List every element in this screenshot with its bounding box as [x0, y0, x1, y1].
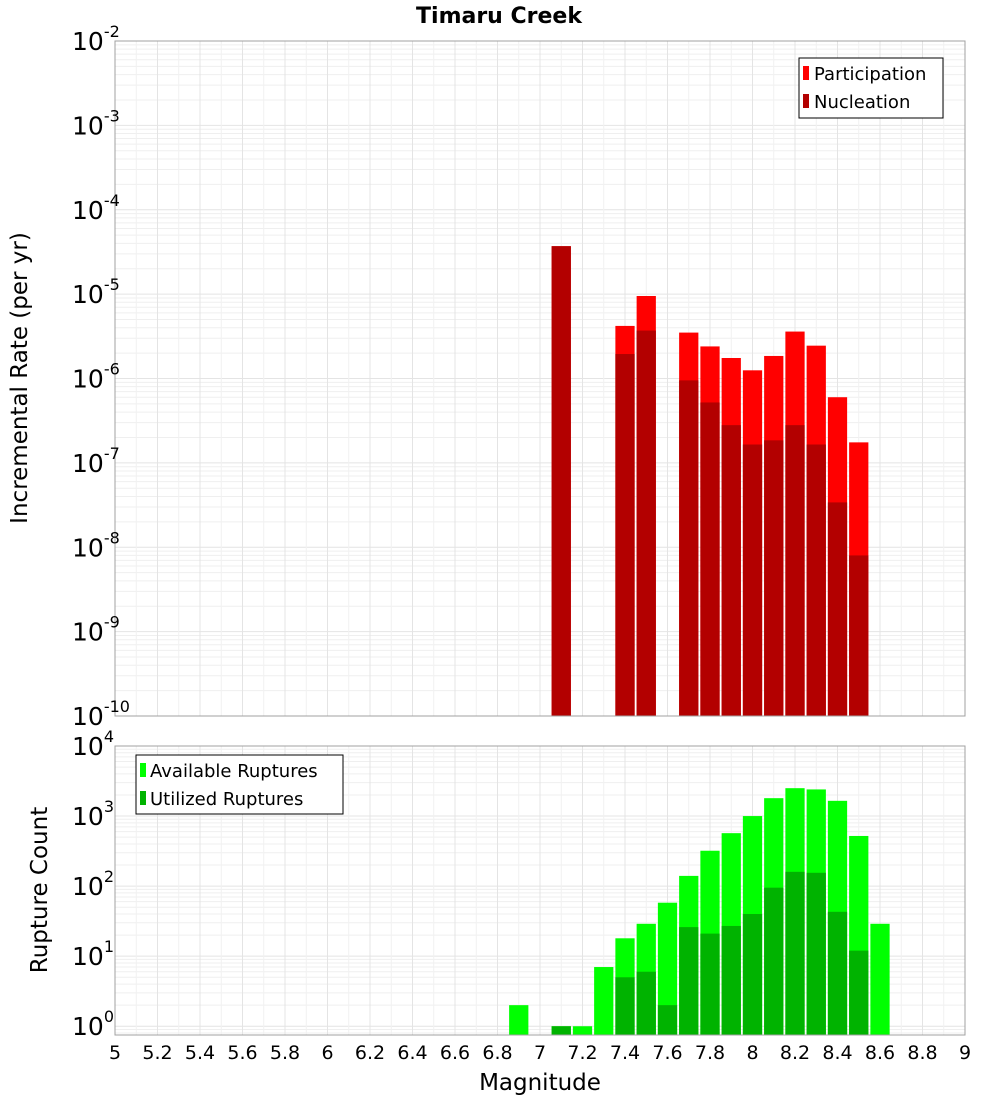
legend-label-nucleation: Nucleation	[814, 92, 910, 113]
bottom-y-axis-label: Rupture Count	[27, 807, 53, 973]
count-bar-utilized-ruptures	[636, 971, 656, 1035]
x-tick-label: 5.6	[227, 1042, 257, 1064]
rate-bar-nucleation	[806, 444, 826, 716]
top-plot-frame	[114, 40, 966, 717]
legend-label-available-ruptures: Available Ruptures	[150, 761, 318, 782]
count-bar-available-ruptures	[870, 923, 890, 1035]
legend-swatch-participation	[803, 66, 809, 80]
count-bar-available-ruptures	[594, 967, 614, 1035]
x-tick-label: 8.8	[907, 1042, 937, 1064]
top-y-tick-label: 10-3	[72, 106, 120, 140]
x-tick-label: 9	[959, 1042, 971, 1064]
rate-bar-nucleation	[636, 330, 656, 716]
x-tick-label: 8.4	[822, 1042, 852, 1064]
count-bar-available-ruptures	[657, 902, 678, 1035]
top-y-tick-label: 10-10	[72, 697, 130, 731]
legend-label-utilized-ruptures: Utilized Ruptures	[150, 789, 303, 810]
count-bar-available-ruptures	[572, 1026, 593, 1035]
top-legend: Participation Nucleation	[798, 57, 944, 119]
rate-bar-nucleation	[700, 402, 720, 716]
count-bar-utilized-ruptures	[785, 871, 805, 1035]
bottom-legend-box	[135, 754, 344, 815]
x-tick-label: 6.8	[482, 1042, 512, 1064]
x-tick-label: 6.4	[397, 1042, 427, 1064]
x-tick-label: 5.4	[185, 1042, 215, 1064]
bottom-y-axis-ticks: 100 101 102 103 104	[72, 727, 114, 1041]
x-axis-label: Magnitude	[479, 1070, 601, 1096]
rate-bar-nucleation	[615, 354, 635, 716]
chart-title: Timaru Creek	[416, 4, 583, 29]
bottom-y-tick-label: 100	[72, 1007, 114, 1041]
bottom-y-tick-label: 103	[72, 797, 114, 831]
x-tick-label: 7.2	[567, 1042, 597, 1064]
legend-swatch-utilized-ruptures	[140, 791, 146, 805]
bottom-y-tick-label: 104	[72, 727, 114, 761]
x-axis-ticks: 5 5.2 5.4 5.6 5.8 6 6.2 6.4 6.6 6.8 7 7.2 7.4 7.6 7.8 8…	[109, 1042, 971, 1064]
x-tick-label: 8.2	[780, 1042, 810, 1064]
top-y-tick-label: 10-4	[72, 191, 120, 225]
rate-bar-nucleation	[742, 444, 763, 716]
count-bar-utilized-ruptures	[700, 933, 720, 1035]
bottom-legend: Available Ruptures Utilized Ruptures	[135, 754, 344, 815]
rate-bar-nucleation	[721, 425, 741, 716]
count-bar-utilized-ruptures	[551, 1026, 571, 1035]
top-legend-box	[798, 57, 944, 119]
count-bar-utilized-ruptures	[849, 950, 869, 1035]
top-y-axis-ticks: 10-10 10-9 10-8 10-7 10-6 10-5 10-4 10-3 10-2	[72, 22, 130, 731]
rate-bar-nucleation	[785, 425, 805, 716]
rate-bar-nucleation	[827, 502, 848, 716]
count-bar-available-ruptures	[509, 1005, 529, 1035]
count-bar-utilized-ruptures	[806, 872, 826, 1035]
rate-bar-nucleation	[849, 555, 869, 716]
rate-bar-nucleation	[551, 246, 571, 716]
x-tick-label: 6.6	[440, 1042, 470, 1064]
top-y-tick-label: 10-2	[72, 22, 120, 56]
count-bar-utilized-ruptures	[679, 927, 699, 1035]
x-tick-label: 7.6	[652, 1042, 682, 1064]
rate-bar-nucleation	[679, 380, 699, 716]
x-tick-label: 7.4	[610, 1042, 640, 1064]
bottom-y-tick-label: 102	[72, 867, 114, 901]
rate-bar-nucleation	[764, 440, 784, 716]
x-tick-label: 5	[109, 1042, 121, 1064]
legend-swatch-available-ruptures	[140, 763, 146, 777]
x-tick-label: 6.2	[355, 1042, 385, 1064]
count-bar-utilized-ruptures	[615, 977, 635, 1035]
count-bar-utilized-ruptures	[764, 887, 784, 1035]
x-tick-label: 5.2	[142, 1042, 172, 1064]
bottom-y-tick-label: 101	[72, 937, 114, 971]
top-y-tick-label: 10-8	[72, 528, 120, 562]
top-y-tick-label: 10-9	[72, 613, 120, 647]
count-bar-utilized-ruptures	[657, 1005, 678, 1035]
top-y-tick-label: 10-6	[72, 360, 120, 394]
count-bar-utilized-ruptures	[827, 911, 848, 1035]
bottom-bars	[509, 788, 890, 1035]
x-tick-label: 8.6	[865, 1042, 895, 1064]
x-tick-label: 6	[321, 1042, 333, 1064]
x-tick-label: 7	[534, 1042, 546, 1064]
legend-label-participation: Participation	[814, 64, 926, 85]
x-tick-label: 7.8	[695, 1042, 725, 1064]
count-bar-utilized-ruptures	[742, 914, 763, 1035]
count-bar-utilized-ruptures	[721, 925, 741, 1035]
bottom-plot-frame	[114, 745, 966, 1036]
top-y-tick-label: 10-7	[72, 444, 120, 478]
top-y-axis-label: Incremental Rate (per yr)	[7, 232, 33, 524]
x-tick-label: 5.8	[270, 1042, 300, 1064]
top-bars	[551, 246, 869, 716]
x-tick-label: 8	[746, 1042, 758, 1064]
legend-swatch-nucleation	[803, 94, 809, 108]
top-y-tick-label: 10-5	[72, 275, 120, 309]
